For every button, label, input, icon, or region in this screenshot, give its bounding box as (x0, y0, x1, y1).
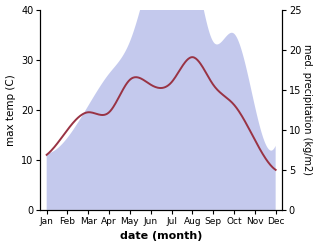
Y-axis label: med. precipitation (kg/m2): med. precipitation (kg/m2) (302, 44, 313, 175)
X-axis label: date (month): date (month) (120, 231, 202, 242)
Y-axis label: max temp (C): max temp (C) (5, 74, 16, 146)
